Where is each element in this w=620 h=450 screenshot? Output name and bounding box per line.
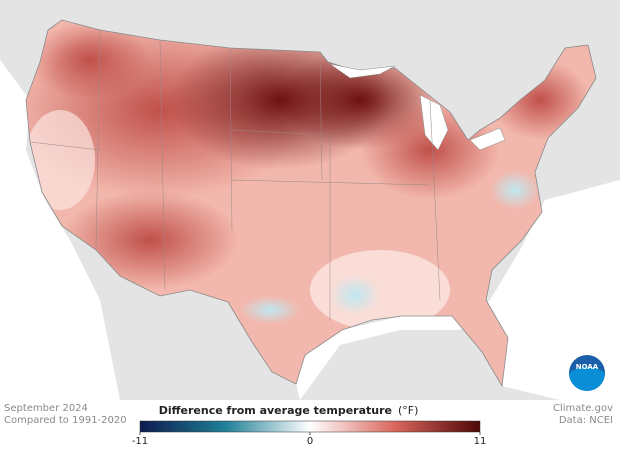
legend-title: Difference from average temperature [159, 404, 392, 417]
baseline: Compared to 1991-2020 [4, 415, 127, 426]
period: September 2024 [4, 403, 88, 414]
noaa-logo: NOAA [569, 355, 605, 391]
color-bar [139, 420, 481, 433]
tick-label: 11 [474, 436, 487, 447]
source: Data: NCEI [559, 415, 613, 426]
tick-label: -11 [132, 436, 148, 447]
legend-unit: (°F) [398, 404, 418, 417]
atlantic-gulf-ocean [296, 180, 620, 400]
state-borders [29, 29, 441, 320]
logo-text: NOAA [576, 363, 599, 371]
great-lakes [329, 63, 506, 151]
tick-label: 0 [307, 436, 313, 447]
pacific-ocean [0, 60, 120, 400]
credit: Climate.gov [553, 403, 613, 414]
